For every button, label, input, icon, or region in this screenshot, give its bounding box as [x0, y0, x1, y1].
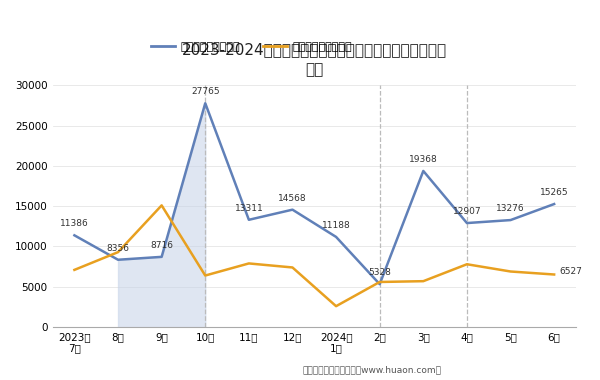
进口总额（万美元）: [420, 279, 427, 283]
Text: 15265: 15265: [540, 188, 568, 197]
进口总额（万美元）: [158, 203, 165, 207]
Text: 13276: 13276: [496, 204, 525, 213]
Line: 进口总额（万美元）: 进口总额（万美元）: [74, 205, 554, 306]
Title: 2023-2024年平潭综合实验区商品收发货人所在地进、出
口额: 2023-2024年平潭综合实验区商品收发货人所在地进、出 口额: [182, 42, 447, 77]
Text: 5328: 5328: [368, 268, 391, 277]
出口总额（万美元）: [158, 255, 165, 259]
出口总额（万美元）: [245, 217, 253, 222]
Text: 11188: 11188: [322, 221, 350, 230]
进口总额（万美元）: [463, 262, 470, 266]
Text: 13311: 13311: [235, 204, 263, 213]
Text: 11386: 11386: [60, 219, 89, 228]
出口总额（万美元）: [551, 202, 558, 206]
Text: 制图：华经产业研究院（www.huaon.com）: 制图：华经产业研究院（www.huaon.com）: [302, 365, 442, 374]
Text: 14568: 14568: [278, 194, 307, 203]
出口总额（万美元）: [332, 234, 340, 239]
出口总额（万美元）: [289, 207, 296, 212]
出口总额（万美元）: [420, 169, 427, 173]
进口总额（万美元）: [332, 304, 340, 309]
出口总额（万美元）: [71, 233, 78, 238]
出口总额（万美元）: [376, 282, 383, 287]
Text: 12907: 12907: [452, 207, 481, 216]
出口总额（万美元）: [115, 258, 122, 262]
进口总额（万美元）: [245, 261, 253, 266]
出口总额（万美元）: [202, 101, 209, 106]
进口总额（万美元）: [202, 273, 209, 278]
进口总额（万美元）: [71, 268, 78, 272]
出口总额（万美元）: [507, 218, 514, 222]
出口总额（万美元）: [463, 221, 470, 225]
进口总额（万美元）: [289, 265, 296, 270]
Line: 出口总额（万美元）: 出口总额（万美元）: [74, 103, 554, 284]
进口总额（万美元）: [551, 272, 558, 277]
Legend: 出口总额（万美元）, 进口总额（万美元）: 出口总额（万美元）, 进口总额（万美元）: [146, 38, 356, 57]
Text: 19368: 19368: [409, 155, 437, 164]
Text: 8716: 8716: [150, 241, 173, 250]
进口总额（万美元）: [376, 280, 383, 284]
进口总额（万美元）: [507, 269, 514, 274]
进口总额（万美元）: [115, 250, 122, 255]
Text: 6527: 6527: [560, 267, 583, 276]
Text: 27765: 27765: [191, 87, 220, 96]
Text: 8356: 8356: [107, 244, 130, 253]
